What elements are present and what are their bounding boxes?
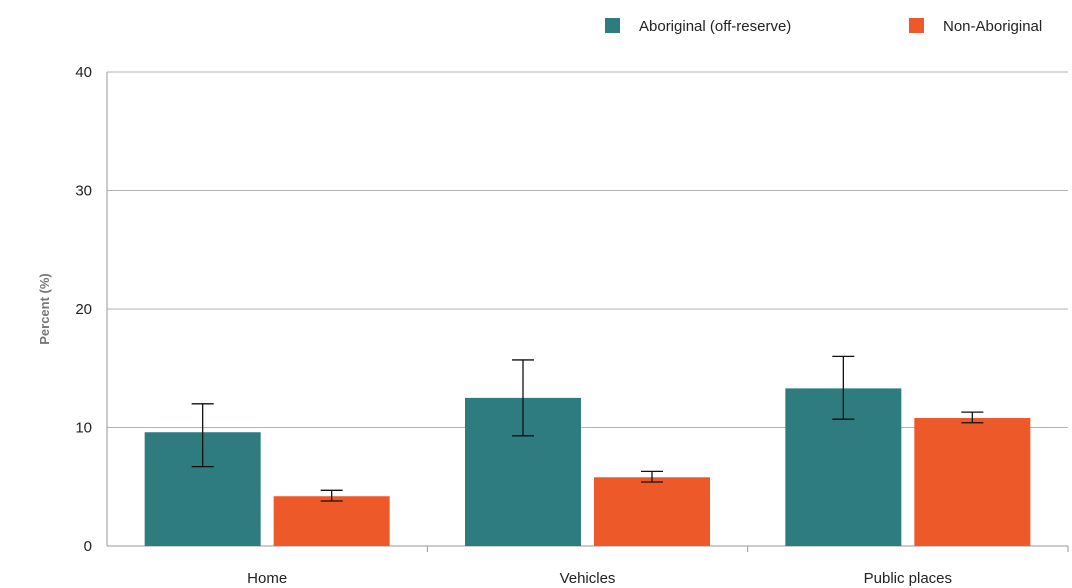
error-bar [961, 411, 984, 424]
y-axis-title: Percent (%) [37, 273, 52, 345]
error-bar [320, 489, 343, 502]
axis-labels: 0 10 20 30 40 Home Vehicles Public places [75, 64, 952, 587]
legend-label: Non-Aboriginal [943, 18, 1042, 35]
y-tick-label: 20 [75, 301, 92, 318]
y-tick-label: 30 [75, 183, 92, 200]
error-bar [191, 403, 214, 468]
legend-label: Aboriginal (off-reserve) [639, 18, 791, 35]
x-category-label: Vehicles [560, 570, 616, 587]
bars [144, 388, 1031, 546]
gridlines [107, 71, 1068, 428]
legend-item: Aboriginal (off-reserve) [605, 18, 791, 35]
axes [106, 72, 1069, 552]
x-category-label: Home [247, 570, 287, 587]
x-category-label: Public places [864, 570, 952, 587]
bar-non-aboriginal-public-places [914, 418, 1031, 546]
legend-swatch [909, 18, 924, 33]
legend-item: Non-Aboriginal [909, 18, 1042, 35]
y-tick-label: 10 [75, 420, 92, 437]
y-tick-label: 40 [75, 64, 92, 81]
bar-non-aboriginal-vehicles [594, 477, 710, 546]
error-bar [512, 359, 534, 437]
legend-swatch [605, 18, 620, 33]
y-tick-label: 0 [84, 538, 92, 555]
error-bar [641, 470, 663, 483]
bar-non-aboriginal-home [273, 496, 390, 546]
error-bars [191, 355, 984, 502]
error-bar [832, 355, 855, 420]
legend: Aboriginal (off-reserve) Non-Aboriginal [605, 18, 1042, 35]
